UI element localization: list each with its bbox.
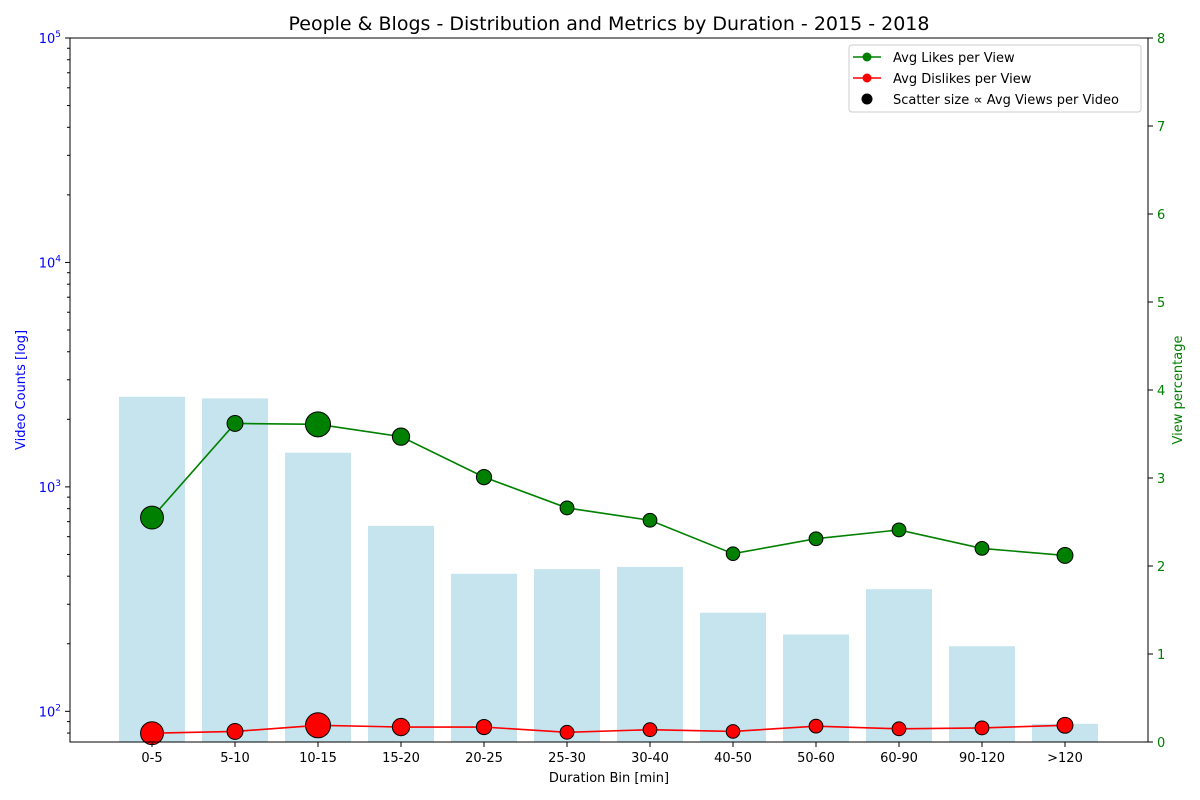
series-line-1 bbox=[151, 724, 1066, 734]
point-1-25-30 bbox=[559, 724, 575, 740]
point-1-20-25 bbox=[475, 718, 493, 736]
y-left-tick-label: 103 bbox=[39, 479, 61, 496]
bars-layer bbox=[119, 396, 1098, 742]
bar-15-20 bbox=[368, 525, 434, 742]
legend-size-marker bbox=[861, 93, 873, 105]
y-right-tick-label: 8 bbox=[1157, 32, 1165, 47]
point-1-15-20 bbox=[391, 717, 411, 737]
x-tick-label: 40-50 bbox=[714, 751, 752, 766]
x-tick-label: 0-5 bbox=[141, 751, 162, 766]
x-tick-label: 20-25 bbox=[465, 751, 503, 766]
x-axis-label: Duration Bin [min] bbox=[549, 771, 669, 786]
bar-5-10 bbox=[202, 398, 268, 742]
point-0-25-30 bbox=[559, 500, 575, 516]
legend-dislikes-marker bbox=[862, 73, 872, 83]
point-1-10-15 bbox=[305, 712, 331, 739]
points-layer bbox=[140, 411, 1074, 746]
point-0-30-40 bbox=[642, 512, 658, 528]
x-tick-label: 25-30 bbox=[548, 751, 586, 766]
x-tick-label: 10-15 bbox=[299, 751, 337, 766]
x-tick-label: 60-90 bbox=[880, 751, 918, 766]
y-right-tick-label: 6 bbox=[1157, 208, 1165, 223]
legend-size-label: Scatter size ∝ Avg Views per Video bbox=[893, 93, 1119, 108]
chart-title: People & Blogs - Distribution and Metric… bbox=[289, 13, 930, 35]
y-left-tick-label: 104 bbox=[39, 254, 62, 271]
y-right-tick-label: 3 bbox=[1157, 472, 1165, 487]
bar-20-25 bbox=[451, 573, 517, 742]
point-1->120 bbox=[1056, 716, 1074, 734]
point-1-40-50 bbox=[725, 724, 741, 739]
y-left-tick-label: 102 bbox=[39, 703, 61, 720]
point-0-60-90 bbox=[891, 522, 907, 538]
y-left-tick-label: 105 bbox=[39, 30, 61, 47]
bar-10-15 bbox=[285, 452, 351, 742]
point-0-15-20 bbox=[391, 427, 411, 446]
y-right-tick-label: 0 bbox=[1157, 736, 1165, 751]
point-1-30-40 bbox=[642, 722, 658, 738]
legend-dislikes-label: Avg Dislikes per View bbox=[893, 72, 1032, 87]
bar-30-40 bbox=[617, 566, 683, 742]
y-right-tick-label: 5 bbox=[1157, 296, 1165, 311]
lines-layer bbox=[151, 422, 1066, 734]
y-axis-right: 0 1 2 3 4 5 6 7 8 bbox=[1148, 32, 1165, 751]
x-tick-label: 50-60 bbox=[797, 751, 835, 766]
point-0-50-60 bbox=[808, 531, 824, 547]
point-0-10-15 bbox=[305, 411, 331, 438]
x-tick-label: >120 bbox=[1047, 751, 1083, 766]
point-0-40-50 bbox=[725, 546, 741, 561]
x-tick-label: 15-20 bbox=[382, 751, 420, 766]
legend-likes-marker bbox=[862, 52, 872, 62]
y-right-tick-label: 1 bbox=[1157, 648, 1165, 663]
bar-25-30 bbox=[534, 569, 600, 742]
point-0-20-25 bbox=[475, 469, 493, 486]
bar-60-90 bbox=[866, 589, 932, 742]
y-right-tick-label: 7 bbox=[1157, 120, 1165, 135]
point-0->120 bbox=[1056, 546, 1074, 564]
legend-box bbox=[848, 44, 1142, 113]
point-0-90-120 bbox=[974, 541, 990, 556]
point-1-90-120 bbox=[974, 720, 990, 736]
x-tick-label: 90-120 bbox=[959, 751, 1005, 766]
x-tick-label: 5-10 bbox=[220, 751, 250, 766]
y-axis-left-label: Video Counts [log] bbox=[14, 330, 29, 450]
point-1-60-90 bbox=[891, 721, 907, 737]
legend: Avg Likes per View Avg Dislikes per View… bbox=[848, 44, 1142, 113]
x-axis: 0-5 5-10 10-15 15-20 20-25 25-30 30-40 40-50 50-… bbox=[141, 742, 1083, 766]
point-0-5-10 bbox=[226, 414, 244, 432]
legend-likes-label: Avg Likes per View bbox=[893, 51, 1015, 66]
point-0-0-5 bbox=[140, 505, 164, 530]
bar-0-5 bbox=[119, 396, 185, 742]
x-tick-label: 30-40 bbox=[631, 751, 669, 766]
y-right-tick-label: 2 bbox=[1157, 560, 1165, 575]
y-axis-left: 102 103 104 105 bbox=[39, 30, 70, 734]
y-right-tick-label: 4 bbox=[1157, 384, 1165, 399]
point-1-50-60 bbox=[808, 718, 824, 734]
bar-40-50 bbox=[700, 612, 766, 742]
series-line-0 bbox=[151, 422, 1066, 557]
point-1-5-10 bbox=[226, 722, 244, 740]
point-1-0-5 bbox=[140, 721, 164, 746]
y-axis-right-label: View percentage bbox=[1171, 336, 1186, 445]
